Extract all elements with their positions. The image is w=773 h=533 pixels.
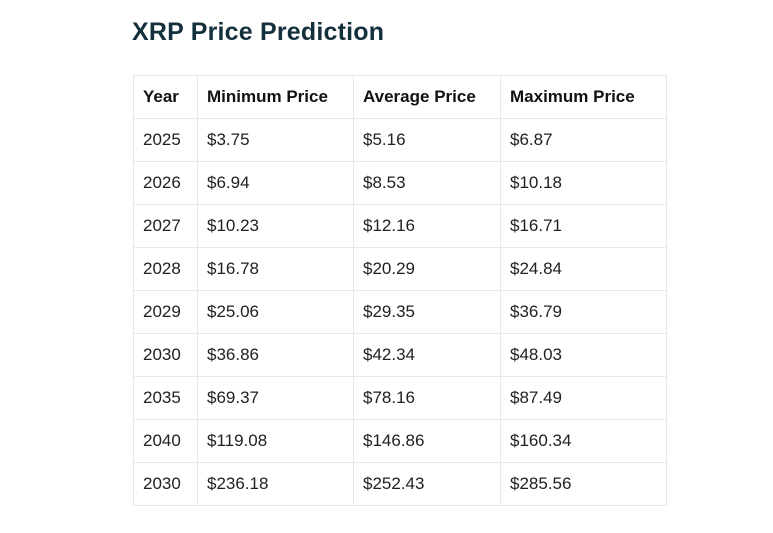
table-row: 2030 $36.86 $42.34 $48.03 <box>133 333 667 377</box>
cell-minimum-price: $10.23 <box>197 204 354 248</box>
table-header-row: Year Minimum Price Average Price Maximum… <box>133 75 667 119</box>
cell-minimum-price: $119.08 <box>197 419 354 463</box>
price-prediction-table: Year Minimum Price Average Price Maximum… <box>133 75 667 506</box>
cell-maximum-price: $160.34 <box>500 419 667 463</box>
table-row: 2030 $236.18 $252.43 $285.56 <box>133 462 667 506</box>
page-title: XRP Price Prediction <box>132 18 385 46</box>
cell-minimum-price: $236.18 <box>197 462 354 506</box>
table-row: 2040 $119.08 $146.86 $160.34 <box>133 419 667 463</box>
cell-year: 2035 <box>133 376 198 420</box>
cell-average-price: $78.16 <box>353 376 501 420</box>
column-header-minimum: Minimum Price <box>197 75 354 119</box>
cell-average-price: $8.53 <box>353 161 501 205</box>
cell-average-price: $146.86 <box>353 419 501 463</box>
cell-maximum-price: $285.56 <box>500 462 667 506</box>
column-header-year: Year <box>133 75 198 119</box>
cell-average-price: $5.16 <box>353 118 501 162</box>
cell-year: 2030 <box>133 462 198 506</box>
cell-minimum-price: $36.86 <box>197 333 354 377</box>
cell-year: 2025 <box>133 118 198 162</box>
table-row: 2029 $25.06 $29.35 $36.79 <box>133 290 667 334</box>
cell-average-price: $29.35 <box>353 290 501 334</box>
cell-year: 2027 <box>133 204 198 248</box>
cell-average-price: $12.16 <box>353 204 501 248</box>
cell-average-price: $42.34 <box>353 333 501 377</box>
cell-average-price: $252.43 <box>353 462 501 506</box>
cell-minimum-price: $25.06 <box>197 290 354 334</box>
column-header-average: Average Price <box>353 75 501 119</box>
cell-maximum-price: $6.87 <box>500 118 667 162</box>
cell-minimum-price: $69.37 <box>197 376 354 420</box>
cell-maximum-price: $16.71 <box>500 204 667 248</box>
cell-maximum-price: $24.84 <box>500 247 667 291</box>
table-row: 2026 $6.94 $8.53 $10.18 <box>133 161 667 205</box>
cell-average-price: $20.29 <box>353 247 501 291</box>
cell-year: 2030 <box>133 333 198 377</box>
cell-year: 2029 <box>133 290 198 334</box>
cell-maximum-price: $87.49 <box>500 376 667 420</box>
column-header-maximum: Maximum Price <box>500 75 667 119</box>
table-row: 2035 $69.37 $78.16 $87.49 <box>133 376 667 420</box>
cell-maximum-price: $36.79 <box>500 290 667 334</box>
cell-minimum-price: $3.75 <box>197 118 354 162</box>
cell-minimum-price: $6.94 <box>197 161 354 205</box>
table-row: 2025 $3.75 $5.16 $6.87 <box>133 118 667 162</box>
cell-year: 2026 <box>133 161 198 205</box>
cell-maximum-price: $10.18 <box>500 161 667 205</box>
cell-minimum-price: $16.78 <box>197 247 354 291</box>
cell-year: 2028 <box>133 247 198 291</box>
cell-maximum-price: $48.03 <box>500 333 667 377</box>
cell-year: 2040 <box>133 419 198 463</box>
table-row: 2028 $16.78 $20.29 $24.84 <box>133 247 667 291</box>
table-row: 2027 $10.23 $12.16 $16.71 <box>133 204 667 248</box>
